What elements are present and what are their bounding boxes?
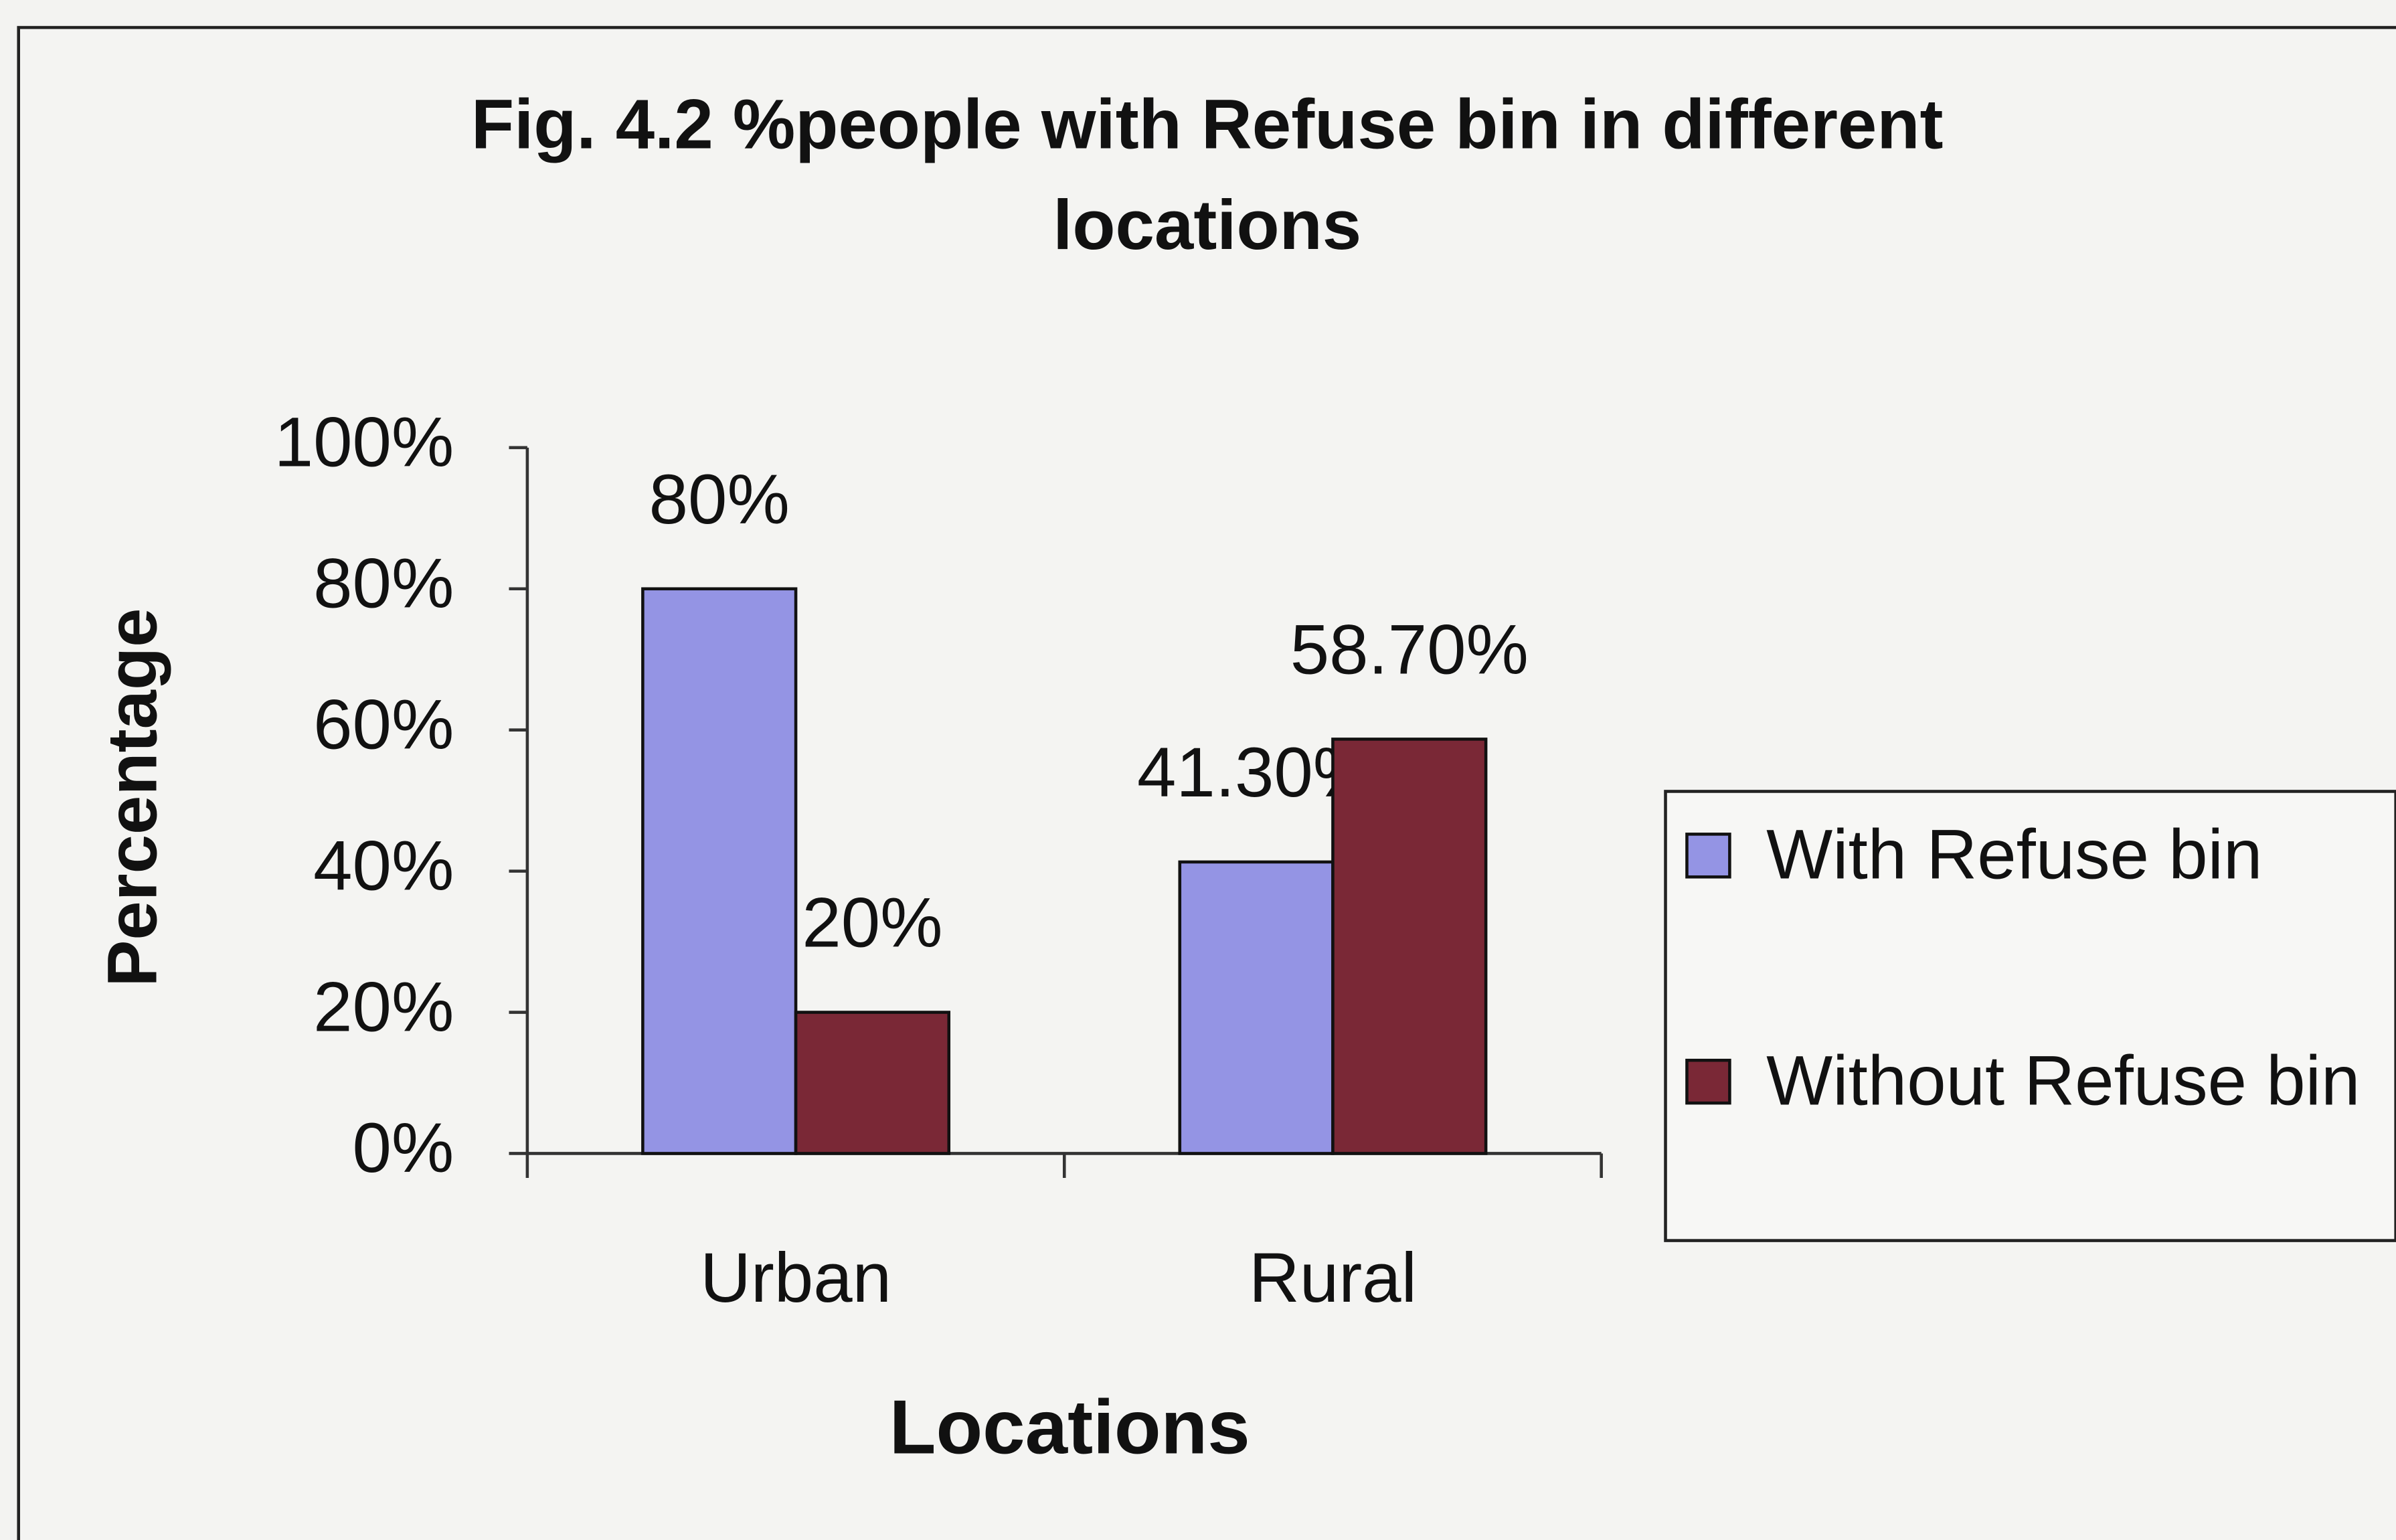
bar bbox=[1178, 860, 1335, 1155]
legend-box bbox=[1664, 790, 2396, 1242]
x-axis-title: Locations bbox=[889, 1385, 1250, 1470]
x-tick-label: Rural bbox=[1249, 1239, 1417, 1317]
y-tick-label: 0% bbox=[353, 1109, 454, 1187]
legend-label: Without Refuse bin bbox=[1766, 1040, 2361, 1120]
y-tick-label: 80% bbox=[313, 545, 454, 623]
bar bbox=[794, 1011, 951, 1155]
bar bbox=[641, 587, 798, 1155]
legend-entry-box: With Refuse bin bbox=[1766, 814, 2263, 894]
y-tick-label: 40% bbox=[313, 827, 454, 905]
legend-swatch bbox=[1685, 833, 1731, 879]
value-label: 80% bbox=[649, 460, 790, 539]
y-tick-label: 60% bbox=[313, 685, 454, 764]
legend-swatch bbox=[1685, 1058, 1731, 1105]
y-tick-label: 20% bbox=[313, 968, 454, 1046]
chart-title: Fig. 4.2 %people with Refuse bin in diff… bbox=[470, 84, 1944, 264]
y-tick-label: 100% bbox=[274, 404, 454, 482]
title-box: Fig. 4.2 %people with Refuse bin in diff… bbox=[470, 84, 1944, 264]
x-tick-label: Urban bbox=[700, 1239, 891, 1317]
value-label: 20% bbox=[802, 884, 942, 962]
legend-entry-box: Without Refuse bin bbox=[1766, 1040, 2361, 1120]
y-axis-title: Percentage bbox=[94, 608, 172, 987]
bar bbox=[1331, 738, 1488, 1155]
legend-label: With Refuse bin bbox=[1766, 814, 2263, 894]
value-label: 58.70% bbox=[1290, 611, 1529, 689]
chart-border bbox=[17, 25, 2396, 1540]
